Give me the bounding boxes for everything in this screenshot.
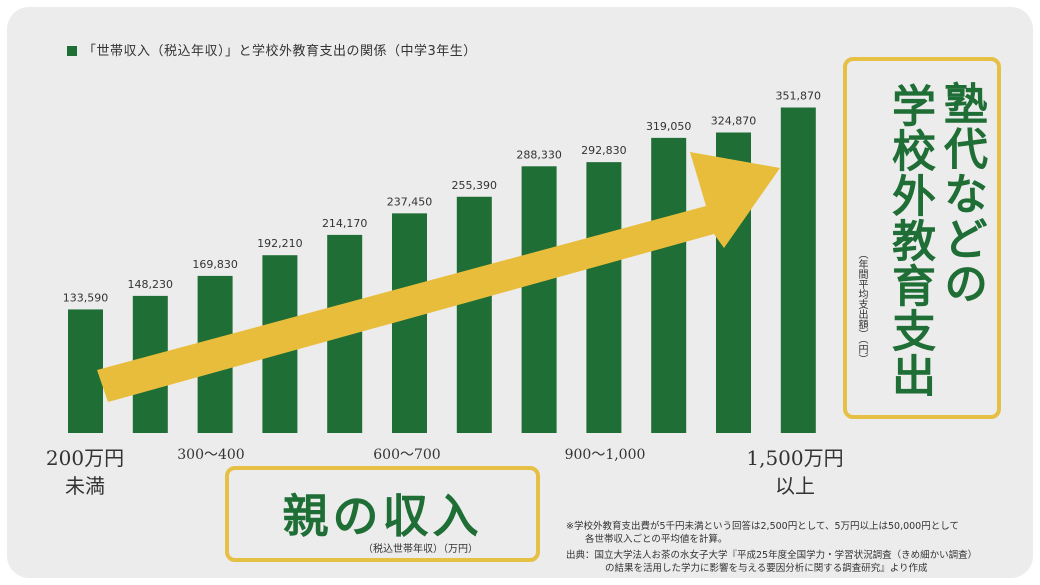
bar-label-5: 237,450 xyxy=(387,195,433,208)
bar-label-6: 255,390 xyxy=(452,179,498,192)
legend-swatch xyxy=(67,46,77,56)
x-label-last-line1: 1,500万円 xyxy=(746,446,844,470)
x-callout-unit: （税込世帯年収）（万円） xyxy=(363,544,478,555)
x-label-first-line2: 未満 xyxy=(65,474,105,498)
footnote-1: ※学校外教育支出費が5千円未満という回答は2,500円として、5万円以上は50,… xyxy=(566,521,959,532)
y-callout-line2: 学校外教育支出 xyxy=(884,83,935,398)
x-label-first: 200万円 未満 xyxy=(38,444,132,500)
bar-label-7: 288,330 xyxy=(516,148,562,161)
y-callout-unit: （年間平均支出額）（円） xyxy=(856,249,867,364)
x-label-300-400: 300〜400 xyxy=(177,447,245,463)
bar-11 xyxy=(780,107,816,433)
bar-7 xyxy=(521,166,557,434)
y-axis-callout: 塾代などの 学校外教育支出 （年間平均支出額）（円） xyxy=(843,57,1001,419)
bar-8 xyxy=(586,162,622,433)
trend-arrow xyxy=(97,152,780,402)
x-axis-callout: 親の収入 （税込世帯年収）（万円） xyxy=(225,466,540,562)
x-label-last: 1,500万円 以上 xyxy=(737,444,853,500)
x-label-last-line2: 以上 xyxy=(775,474,815,498)
legend-text: 「世帯収入（税込年収）」と学校外教育支出の関係（中学3年生） xyxy=(83,44,477,59)
bar-label-1: 148,230 xyxy=(128,278,174,291)
bar-6 xyxy=(456,196,492,433)
bar-label-0: 133,590 xyxy=(63,291,109,304)
x-callout-title: 親の収入 xyxy=(282,489,483,543)
bar-0 xyxy=(68,309,103,433)
y-callout-line1: 塾代などの xyxy=(936,81,987,306)
x-label-first-line1: 200万円 xyxy=(45,446,125,470)
bar-label-11: 351,870 xyxy=(776,90,822,103)
footnote-2: 各世帯収入ごとの平均値を計算。 xyxy=(585,534,728,545)
bar-9 xyxy=(651,137,687,433)
bar-label-8: 292,830 xyxy=(581,144,627,157)
x-label-900-1000: 900〜1,000 xyxy=(564,447,646,463)
bar-label-10: 324,870 xyxy=(711,114,757,127)
bar-label-2: 169,830 xyxy=(192,258,238,271)
source-note-1: 出典：国立大学法人お茶の水女子大学『平成25年度全国学力・学習状況調査（きめ細か… xyxy=(566,550,978,561)
x-label-600-700: 600〜700 xyxy=(373,447,441,463)
bar-label-3: 192,210 xyxy=(257,237,303,250)
source-note-2: の結果を活用した学力に影響を与える要因分析に関する調査研究』より作成 xyxy=(605,563,928,574)
chart-legend: 「世帯収入（税込年収）」と学校外教育支出の関係（中学3年生） xyxy=(67,40,477,59)
bar-label-9: 319,050 xyxy=(646,120,692,133)
bar-5 xyxy=(392,213,427,433)
bar-label-4: 214,170 xyxy=(322,217,368,230)
